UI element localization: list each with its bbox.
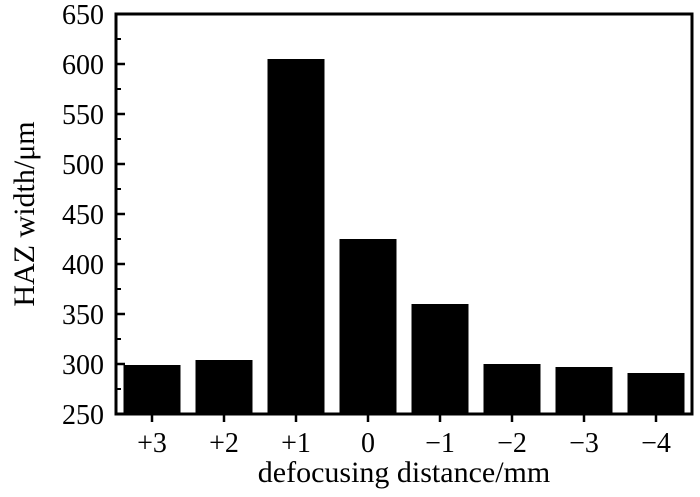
- bar-6: [555, 367, 613, 414]
- x-tick-label: −4: [641, 428, 671, 459]
- x-tick-label: −2: [497, 428, 527, 459]
- y-tick-label: 400: [62, 250, 104, 281]
- bar-0: [123, 365, 181, 414]
- bar-7: [627, 373, 685, 414]
- x-tick-label: +2: [209, 428, 239, 459]
- y-tick-label: 550: [62, 100, 104, 131]
- y-tick-label: 300: [62, 350, 104, 381]
- y-tick-label: 450: [62, 200, 104, 231]
- bar-4: [411, 304, 469, 414]
- x-axis-label: defocusing distance/mm: [258, 456, 550, 489]
- y-tick-label: 600: [62, 50, 104, 81]
- y-tick-label: 650: [62, 0, 104, 31]
- x-tick-labels: +3 +2 +1 0 −1 −2 −3 −4: [137, 428, 671, 459]
- x-tick-label: 0: [361, 428, 375, 459]
- bars: [123, 59, 685, 414]
- bar-3: [339, 239, 397, 414]
- y-tick-label: 500: [62, 150, 104, 181]
- x-tick-label: +3: [137, 428, 167, 459]
- bar-2: [267, 59, 325, 414]
- y-tick-label: 250: [62, 400, 104, 431]
- x-tick-label: +1: [281, 428, 311, 459]
- bar-5: [483, 364, 541, 414]
- x-tick-label: −1: [425, 428, 455, 459]
- plot-frame: [114, 12, 694, 416]
- x-tick-label: −3: [569, 428, 599, 459]
- y-tick-labels: 250 300 350 400 450 500 550 600 650: [62, 0, 104, 431]
- bar-1: [195, 360, 253, 414]
- y-axis-label: HAZ width/μm: [8, 121, 41, 306]
- y-tick-label: 350: [62, 300, 104, 331]
